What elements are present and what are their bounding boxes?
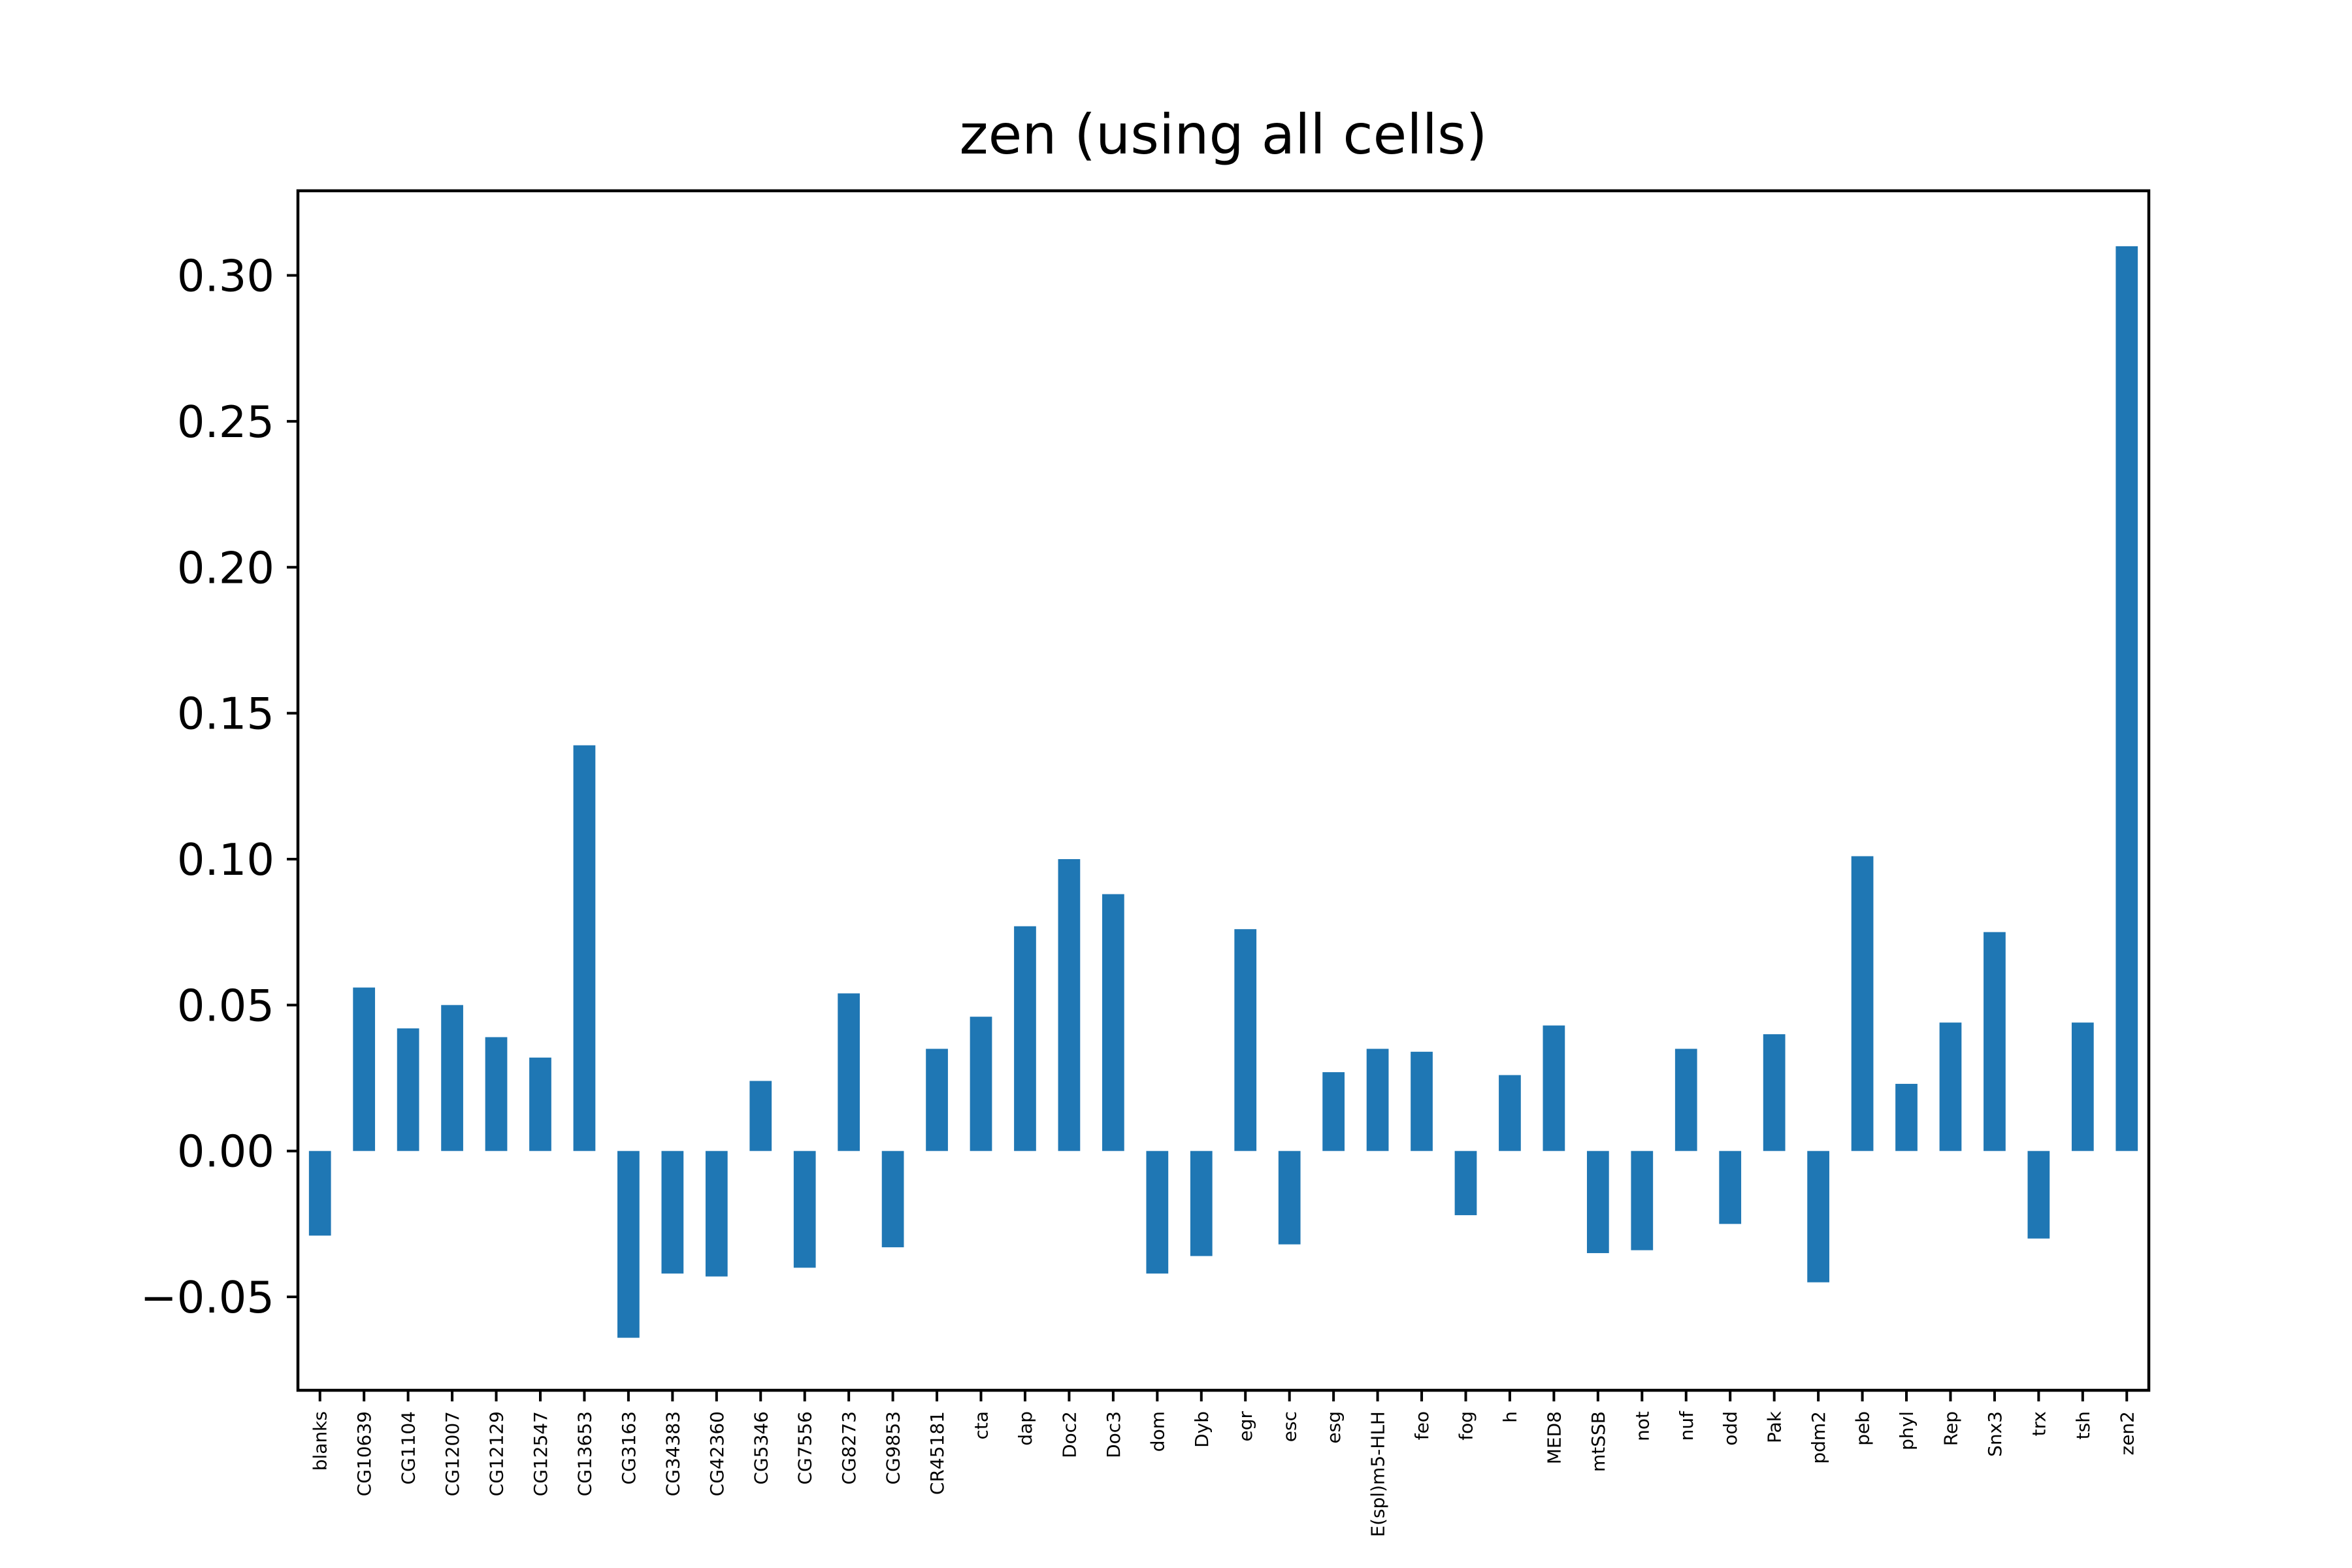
x-tick-label: CG10639 xyxy=(353,1411,375,1496)
x-tick-label: dap xyxy=(1015,1411,1036,1446)
bar-CG9853 xyxy=(881,1151,904,1248)
bar-zen2 xyxy=(2115,246,2138,1151)
x-tick-label: odd xyxy=(1720,1411,1741,1446)
bar-tsh xyxy=(2071,1022,2094,1151)
y-tick-label: 0.15 xyxy=(177,689,274,740)
x-tick-label: Doc3 xyxy=(1103,1411,1124,1458)
bars-layer xyxy=(308,246,2138,1338)
bar-CG8273 xyxy=(838,993,860,1151)
x-tick-label: Dyb xyxy=(1191,1411,1213,1448)
x-tick-label: MED8 xyxy=(1543,1411,1565,1464)
bar-mtSSB xyxy=(1586,1151,1609,1254)
chart-title: zen (using all cells) xyxy=(959,103,1487,167)
x-tick-label: phyl xyxy=(1896,1411,1918,1450)
x-tick-label: Doc2 xyxy=(1058,1411,1080,1458)
x-tick-label: trx xyxy=(2028,1411,2050,1436)
bar-dom xyxy=(1146,1151,1169,1274)
axes-layer: blanks CG10639 CG1104 CG12007 CG12129 CG12547… xyxy=(140,251,2138,1537)
bar-Dyb xyxy=(1190,1151,1213,1256)
bar-MED8 xyxy=(1543,1025,1565,1151)
x-tick-label: CG34383 xyxy=(662,1411,683,1496)
x-tick-label: peb xyxy=(1852,1411,1874,1446)
y-tick-label: 0.05 xyxy=(177,980,274,1031)
x-tick-label: dom xyxy=(1147,1411,1168,1452)
x-tick-label: CG5346 xyxy=(750,1411,772,1485)
bar-CG10639 xyxy=(353,987,376,1151)
bar-CR45181 xyxy=(926,1049,948,1151)
bar-Snx3 xyxy=(1984,932,2006,1151)
bar-Pak xyxy=(1763,1034,1786,1151)
bar-cta xyxy=(970,1017,992,1151)
x-tick-label: CG9853 xyxy=(883,1411,904,1485)
bar-trx xyxy=(2027,1151,2050,1239)
bar-CG13653 xyxy=(573,745,596,1151)
x-tick-label: CG7556 xyxy=(794,1411,816,1485)
x-tick-label: CG12547 xyxy=(530,1411,551,1496)
x-tick-label: E(spl)m5-HLH xyxy=(1367,1411,1389,1537)
x-tick-label: feo xyxy=(1411,1411,1433,1440)
bar-CG42360 xyxy=(705,1151,728,1277)
x-tick-label: egr xyxy=(1235,1411,1256,1442)
bar-esc xyxy=(1278,1151,1301,1245)
x-tick-label: blanks xyxy=(310,1411,331,1471)
x-tick-label: CG3163 xyxy=(618,1411,640,1485)
bar-feo xyxy=(1411,1051,1433,1151)
x-tick-label: not xyxy=(1631,1411,1653,1441)
plot-frame xyxy=(296,189,2151,1392)
bar-egr xyxy=(1234,929,1257,1151)
x-tick-label: cta xyxy=(971,1411,992,1440)
x-tick-label: esg xyxy=(1323,1411,1345,1444)
y-tick-label: 0.30 xyxy=(177,251,274,302)
bar-Rep xyxy=(1939,1022,1962,1151)
bar-CG5346 xyxy=(749,1081,772,1151)
y-tick-label: 0.25 xyxy=(177,397,274,448)
x-tick-label: tsh xyxy=(2072,1411,2094,1439)
bar-peb xyxy=(1851,856,1874,1151)
x-tick-label: CG8273 xyxy=(838,1411,860,1485)
bar-CG7556 xyxy=(793,1151,816,1268)
y-tick-label: 0.10 xyxy=(177,834,274,885)
bar-not xyxy=(1631,1151,1654,1250)
bar-pdm2 xyxy=(1807,1151,1829,1282)
y-tick-label: −0.05 xyxy=(140,1272,274,1323)
bar-CG3163 xyxy=(617,1151,640,1338)
x-tick-label: Rep xyxy=(1940,1411,1961,1446)
x-tick-label: Pak xyxy=(1764,1411,1786,1443)
bar-blanks xyxy=(308,1151,331,1236)
bar-phyl xyxy=(1895,1083,1918,1151)
x-tick-label: CG42360 xyxy=(706,1411,728,1496)
bar-h xyxy=(1499,1075,1521,1151)
bar-CG12547 xyxy=(529,1057,551,1151)
bar-nuf xyxy=(1674,1049,1697,1151)
x-tick-label: CR45181 xyxy=(926,1411,948,1495)
x-tick-label: esc xyxy=(1279,1411,1301,1442)
x-tick-label: CG1104 xyxy=(398,1411,419,1485)
x-tick-label: Snx3 xyxy=(1984,1411,2006,1457)
x-tick-label: fog xyxy=(1455,1411,1477,1441)
bar-CG12007 xyxy=(441,1005,463,1151)
x-tick-label: CG12129 xyxy=(486,1411,508,1496)
y-tick-label: 0.00 xyxy=(177,1126,274,1177)
x-tick-label: zen2 xyxy=(2116,1411,2138,1455)
x-tick-label: CG13653 xyxy=(574,1411,595,1496)
bar-odd xyxy=(1719,1151,1742,1224)
x-tick-label: CG12007 xyxy=(442,1411,463,1496)
x-tick-label: h xyxy=(1499,1411,1521,1423)
bar-fog xyxy=(1454,1151,1477,1215)
bar-Doc3 xyxy=(1102,894,1124,1151)
x-tick-label: pdm2 xyxy=(1808,1411,1829,1464)
bar-CG1104 xyxy=(397,1028,419,1151)
x-tick-label: nuf xyxy=(1676,1411,1697,1441)
bar-E(spl)m5-HLH xyxy=(1366,1049,1389,1151)
x-tick-label: mtSSB xyxy=(1588,1411,1609,1472)
y-tick-label: 0.20 xyxy=(177,542,274,593)
bar-dap xyxy=(1014,926,1036,1151)
bar-CG34383 xyxy=(661,1151,684,1274)
bar-CG12129 xyxy=(485,1037,508,1151)
bar-Doc2 xyxy=(1058,858,1081,1151)
bar-esg xyxy=(1322,1072,1345,1151)
